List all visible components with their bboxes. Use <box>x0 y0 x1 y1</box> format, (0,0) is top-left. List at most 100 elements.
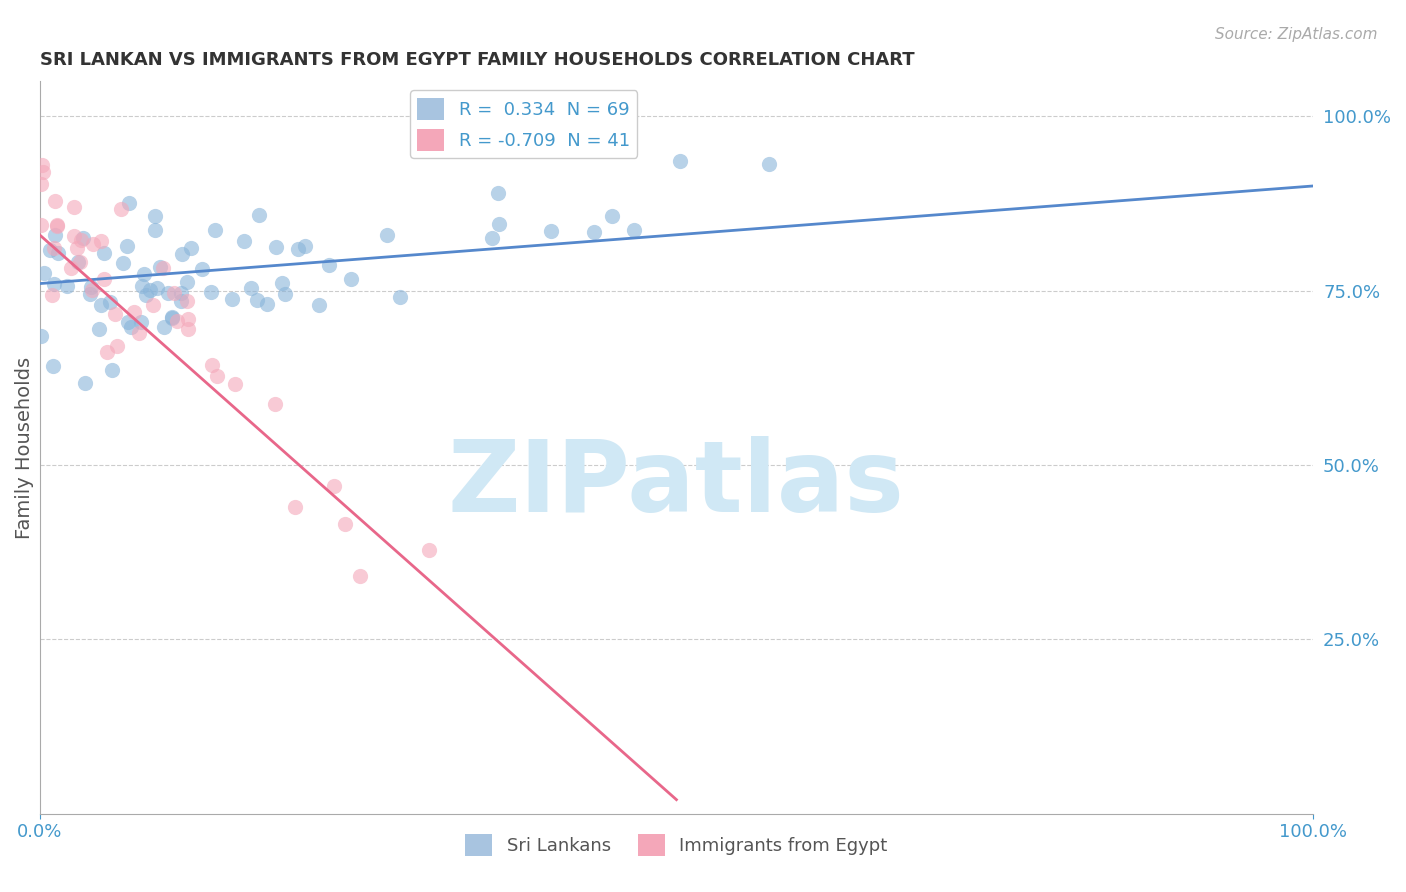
Point <box>201 358 224 372</box>
Point <box>177 311 200 326</box>
Point <box>623 222 645 236</box>
Point <box>32 165 55 179</box>
Point <box>294 239 316 253</box>
Point <box>98 294 121 309</box>
Point <box>388 290 411 304</box>
Point <box>233 234 256 248</box>
Point <box>335 516 357 531</box>
Point <box>135 288 157 302</box>
Point <box>44 241 66 255</box>
Point <box>62 228 84 243</box>
Point <box>322 479 344 493</box>
Point <box>34 267 56 281</box>
Point <box>117 315 139 329</box>
Point <box>45 218 67 232</box>
Legend: R =  0.334  N = 69, R = -0.709  N = 41: R = 0.334 N = 69, R = -0.709 N = 41 <box>411 90 637 158</box>
Point <box>318 258 340 272</box>
Point <box>170 286 193 301</box>
Point <box>163 285 186 300</box>
Point <box>176 293 198 308</box>
Point <box>221 292 243 306</box>
Point <box>30 329 52 343</box>
Point <box>105 339 128 353</box>
Point <box>143 209 166 223</box>
Point <box>488 217 510 231</box>
Point <box>205 368 228 383</box>
Point <box>224 376 246 391</box>
Point <box>602 210 624 224</box>
Point <box>162 310 184 324</box>
Point <box>264 397 287 411</box>
Point <box>139 283 162 297</box>
Point <box>111 255 134 269</box>
Point <box>180 241 202 255</box>
Point <box>177 322 200 336</box>
Point <box>93 245 115 260</box>
Point <box>339 272 361 286</box>
Point <box>59 261 82 276</box>
Point <box>128 326 150 340</box>
Point <box>149 260 172 274</box>
Point <box>143 223 166 237</box>
Point <box>46 219 69 233</box>
Y-axis label: Family Households: Family Households <box>15 357 34 539</box>
Point <box>115 239 138 253</box>
Point <box>349 569 371 583</box>
Point <box>93 272 115 286</box>
Point <box>247 208 270 222</box>
Point <box>42 277 65 292</box>
Point <box>44 194 66 208</box>
Point <box>131 315 153 329</box>
Point <box>44 228 66 243</box>
Point <box>75 376 97 391</box>
Point <box>82 237 104 252</box>
Text: SRI LANKAN VS IMMIGRANTS FROM EGYPT FAMILY HOUSEHOLDS CORRELATION CHART: SRI LANKAN VS IMMIGRANTS FROM EGYPT FAMI… <box>39 51 914 69</box>
Point <box>200 285 222 300</box>
Point <box>90 234 112 248</box>
Point <box>256 297 278 311</box>
Point <box>131 278 153 293</box>
Point <box>66 241 89 255</box>
Point <box>41 288 63 302</box>
Point <box>284 500 307 515</box>
Point <box>117 196 139 211</box>
Point <box>110 202 132 216</box>
Point <box>134 267 156 281</box>
Point <box>239 281 262 295</box>
Point <box>540 224 562 238</box>
Point <box>758 156 780 170</box>
Point <box>152 320 174 334</box>
Point <box>39 243 62 257</box>
Point <box>70 233 93 247</box>
Point <box>41 359 63 373</box>
Point <box>246 293 269 307</box>
Point <box>69 254 91 268</box>
Point <box>30 219 52 233</box>
Point <box>96 345 118 359</box>
Point <box>191 261 214 276</box>
Point <box>582 225 605 239</box>
Point <box>79 287 101 301</box>
Point <box>170 293 193 308</box>
Point <box>271 276 294 290</box>
Point <box>142 298 165 312</box>
Point <box>669 154 692 169</box>
Point <box>166 314 188 328</box>
Point <box>120 320 142 334</box>
Point <box>287 242 309 256</box>
Point <box>100 363 122 377</box>
Point <box>274 287 297 301</box>
Point <box>152 260 174 275</box>
Point <box>170 247 193 261</box>
Point <box>30 177 52 191</box>
Point <box>486 186 509 201</box>
Point <box>146 281 169 295</box>
Point <box>204 223 226 237</box>
Point <box>160 310 183 325</box>
Text: Source: ZipAtlas.com: Source: ZipAtlas.com <box>1215 27 1378 42</box>
Point <box>63 200 86 214</box>
Point <box>176 275 198 289</box>
Point <box>56 279 79 293</box>
Point <box>90 297 112 311</box>
Point <box>264 240 287 254</box>
